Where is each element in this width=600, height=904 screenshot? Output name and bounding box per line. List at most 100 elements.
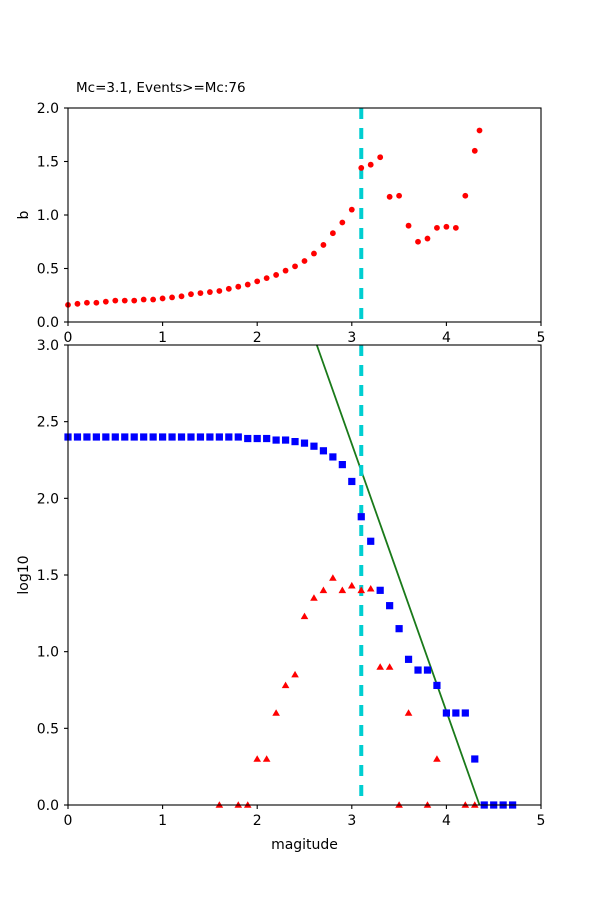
data-point-square: [244, 434, 252, 443]
data-point-triangle: [404, 709, 413, 716]
data-point-triangle: [281, 681, 290, 689]
panel2-ticks: [64, 344, 542, 809]
data-point-circle: [216, 288, 223, 294]
data-point-square: [121, 433, 129, 441]
data-point-circle: [84, 299, 90, 306]
data-point-square: [149, 433, 157, 441]
x-tick-label: 1: [158, 813, 167, 829]
panel2-y-axis-label: log10: [16, 555, 32, 594]
data-point-square: [187, 433, 195, 441]
x-tick-label: 0: [64, 813, 73, 829]
x-tick-label: 5: [537, 813, 546, 829]
x-tick-label: 4: [442, 330, 451, 346]
data-point-circle: [358, 165, 365, 171]
data-point-square: [83, 433, 91, 441]
data-point-circle: [159, 295, 166, 302]
data-point-circle: [301, 258, 308, 264]
data-point-circle: [348, 206, 355, 213]
y-tick-label: 1.5: [37, 155, 59, 171]
data-point-triangle: [348, 581, 356, 589]
data-point-square: [196, 433, 205, 441]
y-tick-label: 1.5: [37, 568, 59, 584]
y-tick-label: 1.0: [37, 645, 59, 661]
panel1-ticks: [64, 107, 542, 326]
data-point-square: [442, 709, 450, 717]
panel2-axes-frame: [67, 344, 542, 806]
data-point-circle: [112, 297, 119, 304]
data-point-circle: [93, 299, 100, 306]
data-point-square: [319, 447, 328, 455]
panel1-y-axis-label: b: [16, 210, 32, 219]
data-point-circle: [102, 298, 109, 305]
data-point-circle: [443, 223, 450, 230]
data-point-triangle: [385, 663, 394, 670]
data-point-triangle: [338, 586, 347, 594]
data-point-circle: [178, 293, 185, 300]
plot-title: Mc=3.1, Events>=Mc:76: [76, 80, 246, 96]
data-point-circle: [273, 272, 280, 278]
data-point-square: [234, 433, 242, 441]
data-point-circle: [292, 263, 298, 270]
data-point-triangle: [253, 755, 261, 762]
data-point-circle: [254, 278, 261, 285]
data-point-circle: [329, 230, 336, 237]
data-point-circle: [339, 219, 346, 226]
data-point-square: [329, 453, 337, 461]
data-point-circle: [424, 235, 431, 242]
data-point-circle: [377, 154, 384, 161]
data-point-triangle: [433, 755, 441, 762]
data-point-triangle: [319, 586, 328, 594]
gr-fit-line: [315, 344, 481, 806]
data-point-square: [452, 709, 460, 717]
y-tick-label: 2.0: [37, 491, 59, 507]
data-point-circle: [225, 285, 232, 292]
data-point-circle: [386, 193, 393, 200]
panel1-tick-labels: 0 1 2 3 4 5 0.0 0.5 1.0 1.5 2.0: [37, 101, 546, 346]
x-tick-label: 0: [64, 330, 73, 346]
x-tick-label: 3: [347, 813, 356, 829]
data-point-triangle: [310, 594, 318, 601]
data-point-square: [159, 433, 167, 441]
data-point-circle: [235, 283, 242, 290]
data-point-square: [471, 755, 479, 763]
data-point-circle: [74, 300, 81, 307]
y-tick-label: 3.0: [37, 338, 59, 354]
data-point-circle: [150, 296, 157, 303]
data-point-square: [367, 537, 375, 545]
axes-spines: [67, 344, 542, 806]
data-point-triangle: [329, 574, 337, 581]
data-point-circle: [311, 250, 317, 257]
data-point-square: [253, 434, 261, 443]
data-point-square: [386, 602, 394, 610]
data-point-square: [92, 433, 100, 441]
data-point-triangle: [376, 663, 384, 670]
data-point-triangle: [357, 586, 366, 594]
y-tick-label: 2.0: [37, 101, 59, 117]
data-point-square: [206, 433, 214, 441]
data-point-square: [225, 433, 233, 441]
data-point-circle: [169, 294, 175, 301]
fmd-scatter-points: [64, 433, 517, 809]
gutenberg-richter-fit-line: [315, 344, 481, 806]
data-point-circle: [471, 147, 478, 154]
data-point-circle: [462, 192, 469, 199]
y-tick-label: 0.5: [37, 721, 59, 737]
data-point-square: [102, 433, 110, 441]
data-point-triangle: [272, 709, 280, 716]
data-point-square: [111, 433, 119, 441]
data-point-circle: [244, 281, 251, 288]
data-point-circle: [121, 297, 128, 304]
b-value-panel: Mc=3.1, Events>=Mc:76 0 1 2 3 4 5 0.0 0.5 1.0 1.5…: [16, 80, 545, 346]
data-point-circle: [415, 238, 421, 245]
data-point-square: [423, 666, 432, 674]
axes-spines: [67, 107, 542, 323]
x-tick-label: 3: [347, 330, 356, 346]
data-point-circle: [320, 242, 327, 248]
data-point-circle: [367, 161, 374, 168]
data-point-square: [404, 655, 413, 663]
x-tick-label: 1: [158, 330, 167, 346]
data-point-circle: [396, 192, 402, 199]
data-point-circle: [452, 224, 459, 231]
data-point-square: [461, 709, 469, 717]
